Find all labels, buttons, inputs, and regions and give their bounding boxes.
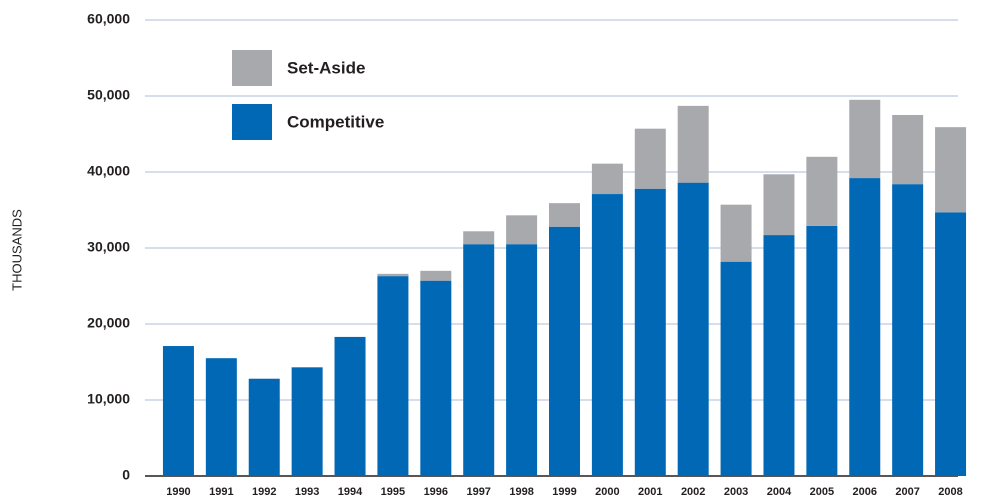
bar-segment (935, 127, 967, 213)
bar-segment (162, 346, 194, 476)
x-tick-label: 2008 (938, 486, 962, 498)
bar-segment (806, 156, 838, 226)
bar-segment (720, 204, 752, 262)
x-tick-label: 1999 (552, 486, 576, 498)
bar-segment (205, 358, 237, 476)
bar-segment (677, 105, 709, 183)
bar-segment (892, 115, 924, 185)
bar-segment (420, 280, 452, 476)
bar-segment (763, 174, 795, 236)
x-tick-label: 2003 (724, 486, 748, 498)
bar-segment (549, 203, 580, 227)
x-tick-label: 1998 (509, 486, 533, 498)
x-tick-label: 1991 (209, 486, 233, 498)
bar-segment (849, 178, 881, 476)
y-tick-label: 50,000 (87, 87, 130, 103)
bar-segment (935, 212, 967, 476)
bar-segment (291, 367, 323, 476)
bar-segment (763, 235, 795, 476)
x-tick-label: 2006 (853, 486, 877, 498)
x-tick-label: 2007 (895, 486, 919, 498)
x-tick-label: 2001 (638, 486, 662, 498)
x-tick-label: 1992 (252, 486, 276, 498)
x-tick-label: 1995 (381, 486, 405, 498)
bar-segment (849, 99, 881, 179)
bar-segment (634, 128, 666, 189)
x-tick-label: 1993 (295, 486, 319, 498)
legend-label: Set-Aside (287, 58, 365, 77)
bar-segment (420, 270, 452, 281)
x-tick-label: 1994 (338, 486, 363, 498)
bar-segment (248, 378, 280, 476)
bar-segment (377, 276, 409, 476)
bar-segment (892, 184, 924, 476)
x-tick-label: 2002 (681, 486, 705, 498)
bar-segment (720, 261, 752, 476)
y-tick-label: 10,000 (87, 391, 130, 407)
bar-segment (334, 336, 366, 476)
y-tick-label: 30,000 (87, 239, 130, 255)
bar-segment (463, 244, 495, 476)
bar-segment (549, 226, 580, 476)
bar-segment (677, 182, 709, 476)
bar-segment (506, 244, 538, 476)
x-tick-label: 2000 (595, 486, 619, 498)
legend-swatch (232, 50, 272, 86)
bar-segment (591, 163, 623, 195)
bar-segment (634, 188, 666, 476)
y-axis-label: THOUSANDS (9, 209, 24, 291)
bar-segment (377, 273, 409, 277)
bar-segment (806, 225, 838, 476)
y-tick-label: 60,000 (87, 11, 130, 27)
legend-swatch (232, 104, 272, 140)
bar-segment (463, 231, 495, 245)
x-tick-label: 2004 (767, 486, 792, 498)
y-tick-label: 40,000 (87, 163, 130, 179)
y-tick-label: 20,000 (87, 315, 130, 331)
y-tick-label: 0 (122, 467, 130, 483)
x-tick-label: 1996 (424, 486, 448, 498)
x-tick-label: 2005 (810, 486, 834, 498)
legend-label: Competitive (287, 112, 384, 131)
x-tick-label: 1990 (166, 486, 190, 498)
x-tick-label: 1997 (466, 486, 490, 498)
bar-segment (591, 194, 623, 477)
bar-segment (506, 215, 538, 245)
